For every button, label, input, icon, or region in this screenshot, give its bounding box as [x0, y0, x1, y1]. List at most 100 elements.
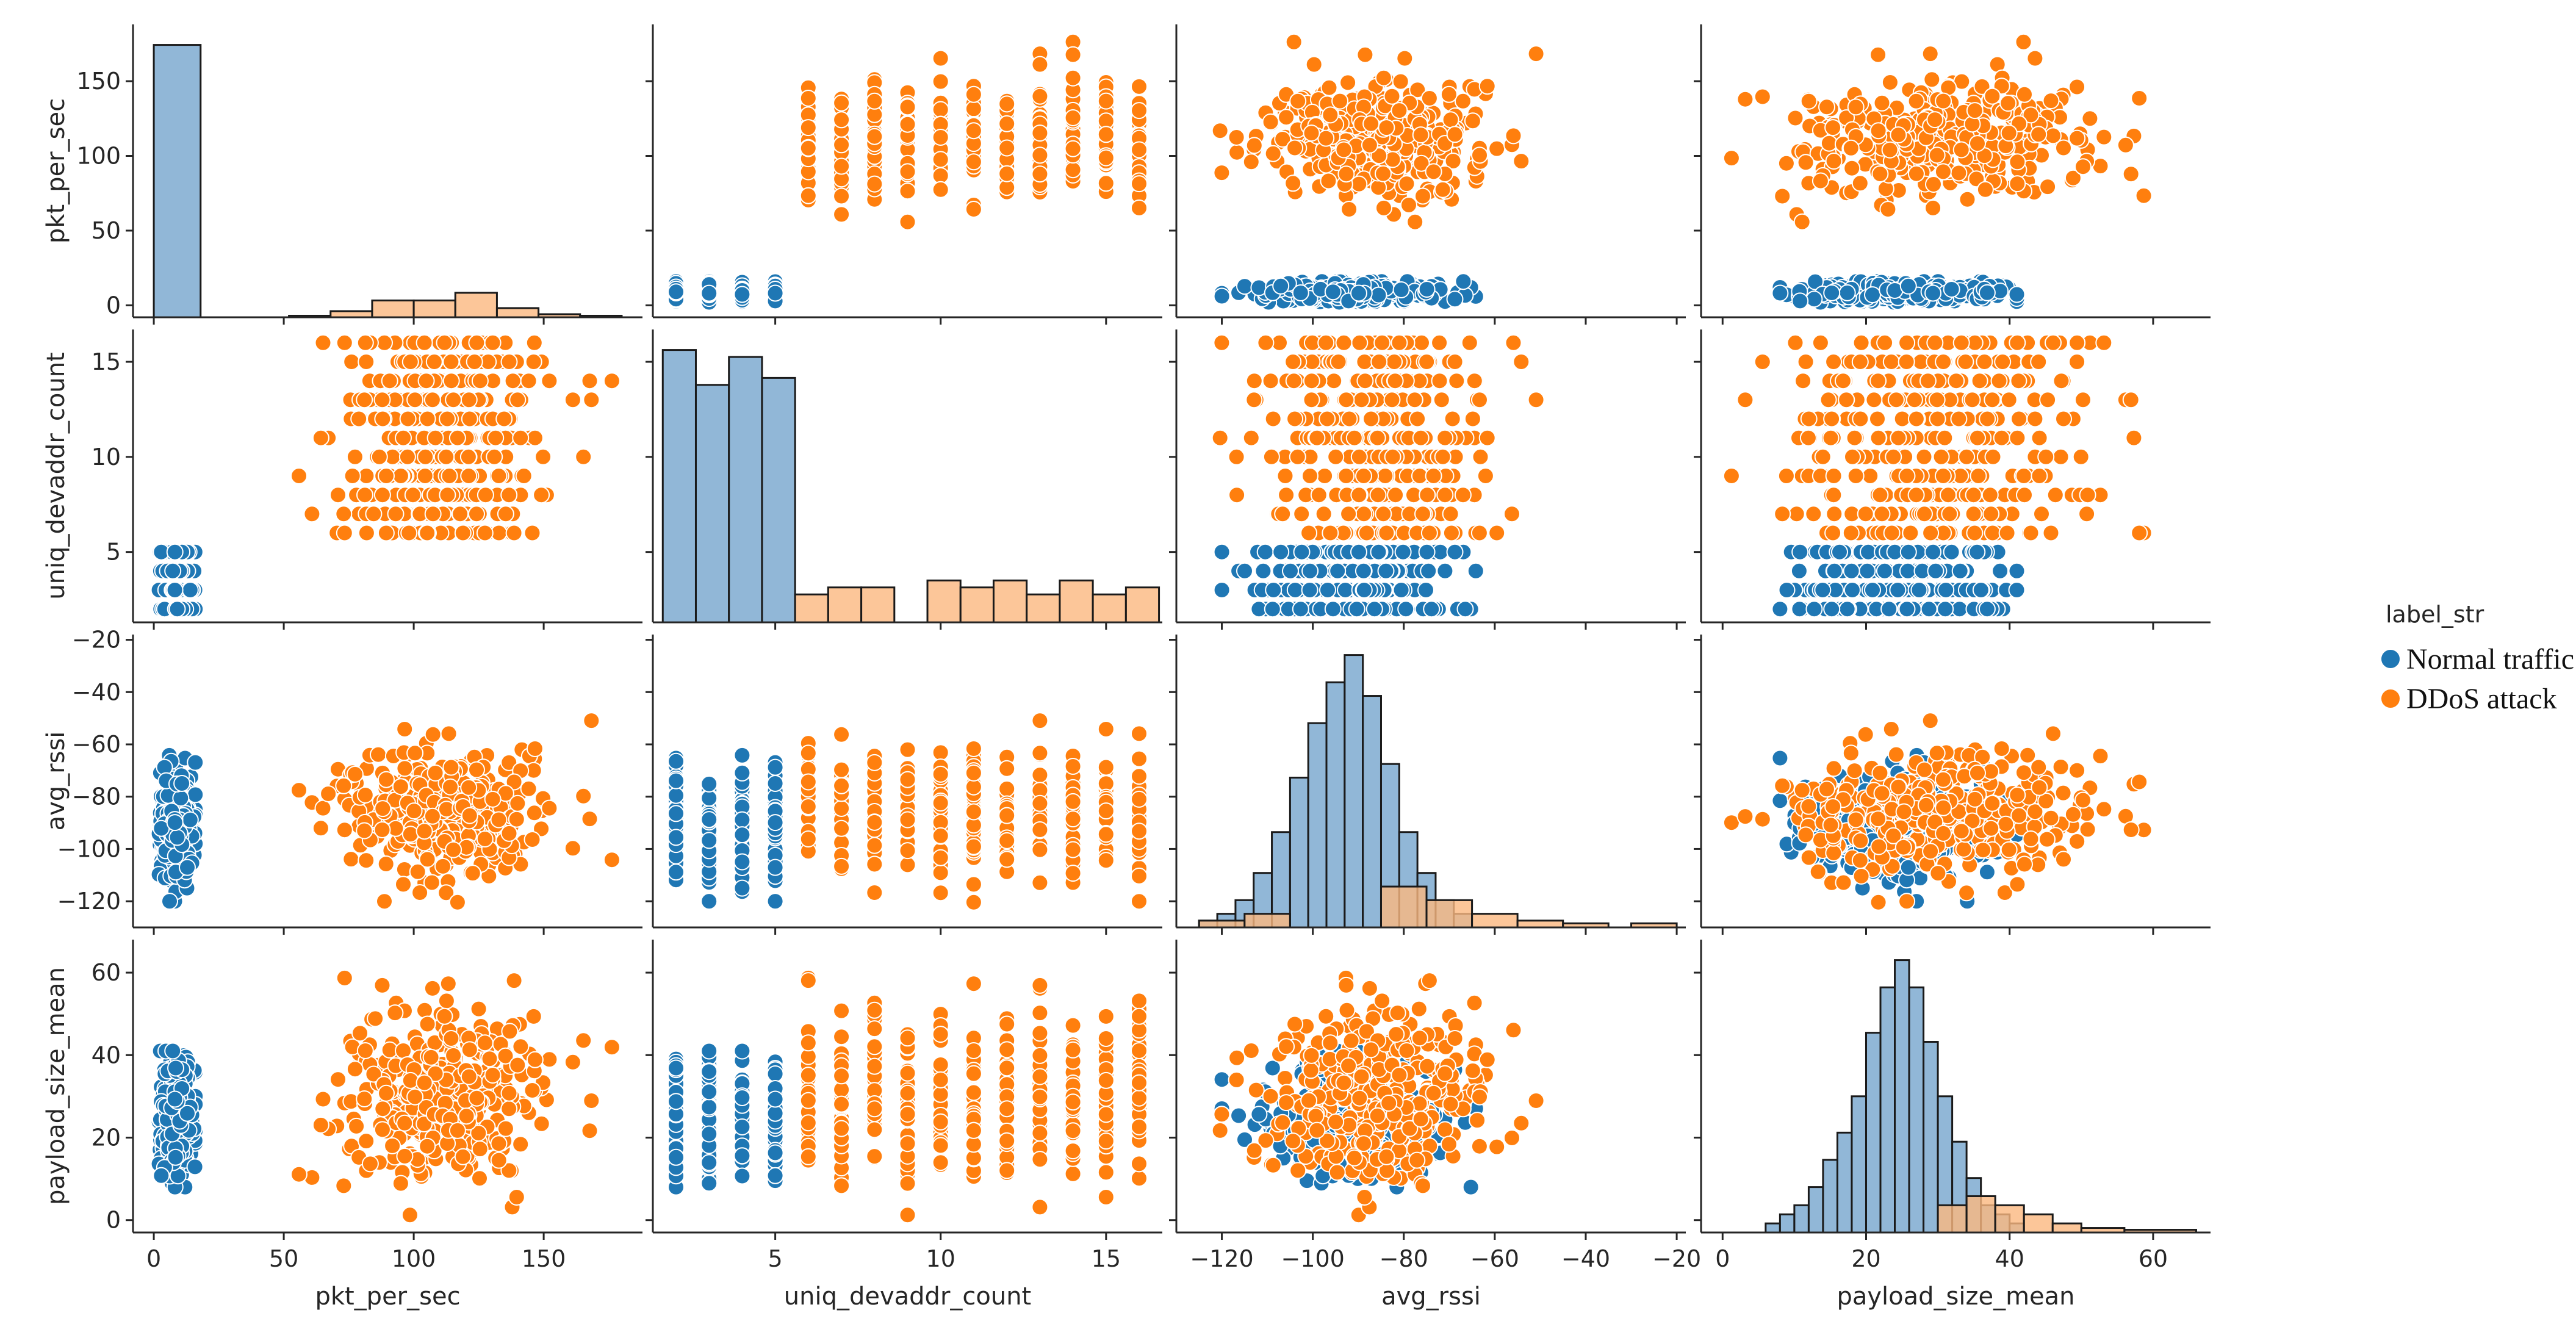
point-normal-279 [1446, 290, 1464, 308]
point-ddos-341 [932, 151, 949, 168]
point-normal-322 [733, 286, 751, 303]
point-ddos-119 [314, 334, 332, 351]
point-ddos-366 [1969, 135, 1986, 153]
point-ddos-14 [1527, 391, 1545, 409]
point-ddos-183 [541, 372, 558, 390]
point-ddos-340 [1842, 524, 1860, 542]
point-ddos-82 [377, 855, 395, 873]
point-normal-283 [1377, 562, 1395, 580]
point-ddos-356 [1873, 94, 1891, 112]
point-ddos-340 [799, 139, 817, 157]
point-ddos-352 [899, 98, 916, 116]
point-ddos-295 [1434, 448, 1452, 466]
point-ddos-280 [1950, 410, 1968, 428]
point-ddos-327 [487, 429, 505, 447]
point-ddos-264 [2074, 391, 2092, 409]
point-normal-326 [667, 283, 685, 301]
point-ddos-221 [1369, 486, 1387, 504]
point-normal-298 [1814, 581, 1832, 599]
point-ddos-356 [833, 94, 851, 112]
point-ddos-135 [1862, 467, 1879, 484]
point-ddos-276 [1825, 467, 1843, 484]
point-ddos-373 [1471, 146, 1488, 164]
point-ddos-303 [466, 353, 483, 370]
point-ddos-314 [356, 486, 373, 504]
point-ddos-353 [932, 129, 949, 146]
point-normal-288 [1301, 562, 1319, 580]
point-ddos-375 [1097, 126, 1115, 143]
point-normal-284 [1880, 600, 1898, 618]
point-ddos-37 [1339, 74, 1357, 92]
point-ddos-364 [460, 391, 478, 409]
point-ddos-180 [376, 893, 393, 910]
point-ddos-367 [1824, 119, 1842, 137]
point-ddos-374 [2122, 165, 2140, 183]
point-ddos-278 [1289, 448, 1306, 466]
point-ddos-250 [1320, 172, 1337, 190]
point-ddos-330 [500, 486, 518, 504]
point-ddos-370 [401, 353, 419, 370]
point-ddos-363 [1031, 87, 1049, 105]
point-ddos-371 [1362, 410, 1380, 428]
point-ddos-360 [423, 391, 441, 409]
point-ddos-354 [1370, 353, 1388, 370]
point-ddos-305 [1398, 175, 1416, 193]
point-ddos-193 [377, 524, 395, 542]
y-tick-label: 0 [106, 292, 121, 318]
point-ddos-330 [1454, 486, 1472, 504]
point-ddos-341 [1984, 448, 2002, 466]
hist-bar-pkt-per-sec-ddos-4 [454, 292, 498, 318]
point-ddos-346 [1852, 410, 1869, 428]
point-ddos-352 [490, 467, 508, 484]
point-ddos-235 [1994, 353, 2012, 370]
point-ddos-353 [1958, 448, 1976, 466]
panel-uniq-devaddr-count-vs-payload-size-mean [1694, 329, 2211, 630]
point-ddos-283 [1929, 410, 1946, 428]
point-normal-252 [2008, 581, 2026, 599]
point-normal-133 [1213, 287, 1231, 305]
point-ddos-355 [1420, 90, 1438, 107]
point-ddos-379 [1303, 124, 1320, 142]
point-normal-315 [1927, 562, 1945, 580]
point-ddos-272 [1797, 154, 1815, 171]
point-ddos-119 [1375, 199, 1392, 217]
point-ddos-153 [1392, 73, 1409, 90]
point-ddos-339 [1373, 334, 1391, 351]
point-normal-329 [766, 284, 784, 302]
point-ddos-355 [799, 90, 817, 107]
point-ddos-249 [1722, 467, 1740, 484]
point-ddos-365 [1284, 353, 1302, 370]
point-normal-317 [1972, 581, 1990, 599]
point-ddos-358 [1925, 176, 1942, 193]
point-normal-312 [1898, 600, 1916, 618]
point-ddos-278 [1844, 448, 1861, 466]
point-ddos-357 [1505, 127, 1522, 145]
point-ddos-350 [1322, 524, 1339, 542]
point-ddos-112 [1826, 505, 1843, 523]
point-ddos-295 [346, 448, 364, 466]
point-ddos-323 [1907, 410, 1925, 428]
point-ddos-186 [603, 372, 621, 390]
point-ddos-100 [1316, 467, 1334, 484]
point-ddos-240 [1814, 448, 1832, 466]
point-ddos-321 [965, 201, 982, 218]
point-ddos-369 [1331, 92, 1349, 110]
point-ddos-340 [1842, 139, 1860, 157]
point-ddos-378 [1131, 141, 1148, 159]
point-normal-325 [1272, 277, 1290, 295]
point-ddos-243 [1984, 524, 2001, 542]
point-ddos-199 [1472, 448, 1489, 466]
point-ddos-367 [1378, 524, 1395, 542]
point-ddos-372 [2068, 129, 2086, 147]
point-ddos-294 [1898, 467, 1916, 484]
point-normal-292 [1826, 562, 1843, 580]
point-ddos-304 [1932, 448, 1950, 466]
point-ddos-305 [2009, 334, 2026, 351]
point-normal-305 [1805, 290, 1823, 308]
hist-bar-uniq-devaddr-count-normal-3 [761, 376, 796, 624]
point-normal-325 [1899, 277, 1917, 295]
point-ddos-373 [1928, 146, 1946, 164]
point-ddos-292 [1736, 391, 1754, 409]
point-ddos-299 [2039, 391, 2057, 409]
point-ddos-333 [1356, 46, 1374, 63]
